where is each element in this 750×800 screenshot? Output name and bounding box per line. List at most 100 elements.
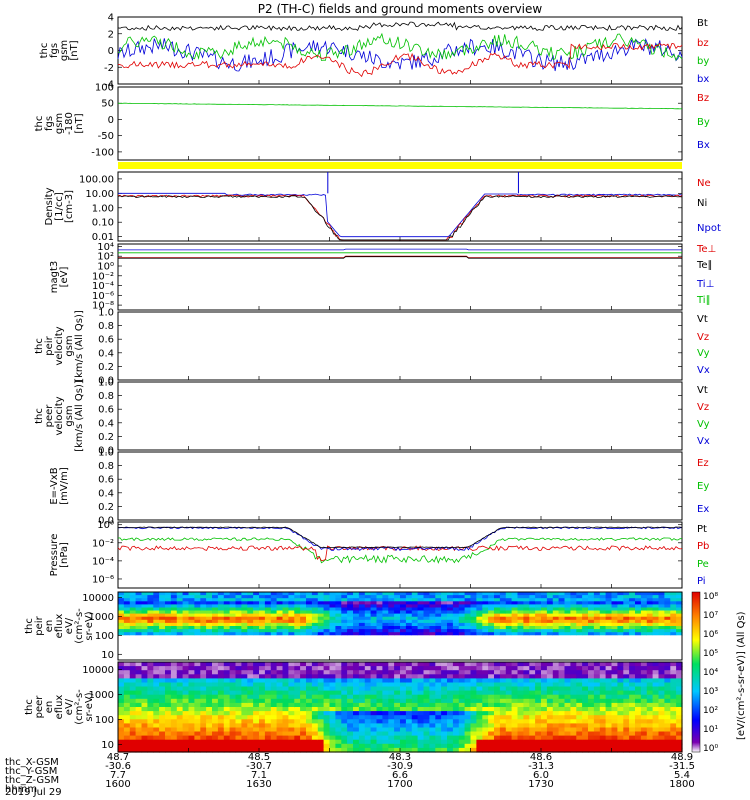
- spec-cell: [629, 653, 636, 658]
- spec-cell: [517, 635, 524, 639]
- spec-cell: [676, 678, 683, 684]
- spec-cell: [417, 604, 425, 609]
- spec-cell: [617, 678, 624, 684]
- spec-cell: [652, 622, 660, 627]
- spec-cell: [482, 638, 489, 643]
- spec-cell: [429, 731, 436, 737]
- spec-cell: [194, 670, 201, 675]
- spec-cell: [423, 723, 430, 729]
- spec-cell: [123, 616, 131, 621]
- spec-cell: [323, 619, 331, 624]
- spec-cell: [141, 610, 148, 615]
- spec-cell: [635, 635, 642, 639]
- spec-cell: [423, 707, 430, 712]
- y-tick-label: 0.0: [98, 446, 114, 457]
- spec-cell: [582, 670, 589, 675]
- spec-cell: [300, 662, 307, 667]
- spec-cell: [147, 715, 154, 720]
- spec-cell: [617, 613, 624, 618]
- spec-cell: [253, 613, 260, 618]
- spec-cell: [646, 647, 654, 652]
- spec-cell: [323, 635, 331, 639]
- spec-cell: [341, 641, 348, 646]
- spec-cell: [400, 619, 407, 624]
- spec-cell: [611, 694, 618, 700]
- spec-cell: [223, 690, 231, 696]
- spec-cell: [535, 678, 542, 684]
- spec-cell: [564, 723, 571, 729]
- spec-cell: [582, 607, 589, 612]
- spec-cell: [188, 647, 195, 652]
- spec-cell: [482, 656, 489, 661]
- spec-cell: [141, 731, 148, 737]
- spec-cell: [147, 619, 154, 624]
- spec-cell: [270, 719, 278, 724]
- spec-cell: [558, 629, 566, 633]
- spec-cell: [558, 731, 566, 737]
- spec-cell: [494, 666, 501, 671]
- spec-cell: [629, 719, 636, 724]
- spec-cell: [282, 739, 289, 745]
- spec-cell: [494, 610, 501, 615]
- spec-cell: [188, 656, 195, 661]
- spec-cell: [441, 629, 448, 633]
- spec-cell: [400, 690, 407, 696]
- spec-cell: [259, 682, 266, 688]
- spec-cell: [570, 715, 577, 720]
- spec-cell: [159, 682, 166, 688]
- spec-cell: [341, 601, 348, 605]
- spec-cell: [599, 694, 607, 700]
- spec-cell: [311, 647, 319, 652]
- spec-cell: [429, 592, 436, 596]
- series-By: [117, 102, 683, 110]
- spec-cell: [541, 613, 548, 618]
- spec-cell: [652, 632, 660, 636]
- spec-cell: [217, 707, 225, 712]
- spec-cell: [658, 666, 665, 671]
- spec-cell: [417, 711, 425, 716]
- spec-cell: [159, 678, 166, 684]
- spec-cell: [658, 635, 665, 639]
- spec-cell: [488, 743, 495, 749]
- spec-cell: [118, 592, 125, 596]
- spec-cell: [394, 653, 401, 658]
- spec-cell: [423, 682, 430, 688]
- spec-cell: [482, 619, 489, 624]
- spec-cell: [194, 644, 201, 649]
- spec-cell: [405, 678, 413, 684]
- spec-cell: [247, 711, 254, 716]
- spec-cell: [582, 727, 589, 733]
- spec-cell: [400, 656, 407, 661]
- spec-cell: [153, 632, 160, 636]
- spec-cell: [552, 626, 560, 630]
- spec-cell: [646, 613, 654, 618]
- spec-cell: [212, 626, 219, 630]
- spec-cell: [317, 629, 325, 633]
- spec-cell: [176, 641, 184, 646]
- spec-cell: [564, 711, 571, 716]
- spec-cell: [264, 686, 272, 692]
- spec-cell: [165, 610, 172, 615]
- spec-cell: [552, 698, 560, 704]
- spec-cell: [535, 743, 542, 749]
- spec-cell: [300, 629, 307, 633]
- spec-cell: [605, 592, 613, 596]
- spec-cell: [429, 635, 436, 639]
- spec-cell: [394, 666, 401, 671]
- spec-cell: [223, 686, 231, 692]
- spec-cell: [141, 735, 148, 741]
- spec-cell: [546, 678, 554, 684]
- spec-cell: [676, 592, 683, 596]
- spec-cell: [617, 690, 624, 696]
- spec-cell: [394, 613, 401, 618]
- spec-cell: [200, 610, 207, 615]
- spec-cell: [253, 635, 260, 639]
- spec-cell: [311, 610, 319, 615]
- spec-cell: [159, 629, 166, 633]
- spec-cell: [264, 674, 272, 679]
- spec-cell: [400, 735, 407, 741]
- spec-cell: [517, 644, 524, 649]
- spec-cell: [212, 647, 219, 652]
- spec-cell: [582, 731, 589, 737]
- spec-cell: [464, 650, 472, 655]
